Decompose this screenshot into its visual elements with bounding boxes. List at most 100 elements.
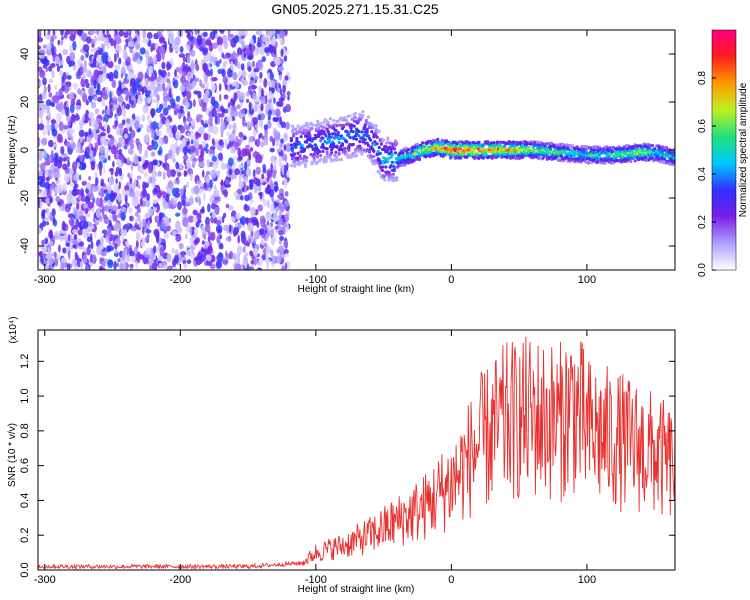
heatmap-cell [380, 165, 385, 169]
heatmap-cell [249, 266, 254, 270]
x-tick-label: 100 [578, 274, 596, 286]
heatmap-cell [321, 149, 325, 153]
heatmap-cell [216, 116, 221, 125]
heatmap-cell [214, 115, 218, 125]
heatmap-cell [147, 220, 151, 228]
heatmap-cell [245, 47, 251, 57]
heatmap-cell [232, 50, 236, 60]
heatmap-cell [165, 118, 171, 128]
heatmap-cell [357, 134, 361, 138]
heatmap-cell [38, 137, 41, 147]
heatmap-cell [55, 154, 59, 163]
heatmap-cell [94, 108, 100, 114]
heatmap-cell [215, 259, 223, 269]
heatmap-cell [69, 44, 73, 53]
heatmap-cell [161, 61, 166, 70]
heatmap-cell [70, 98, 76, 107]
heatmap-cell [56, 65, 61, 72]
heatmap-cell [246, 185, 249, 191]
heatmap-cell [83, 44, 90, 53]
heatmap-cell [231, 81, 236, 87]
heatmap-cell [144, 212, 150, 219]
heatmap-cell [45, 197, 50, 204]
heatmap-cell [215, 224, 223, 234]
heatmap-cell [230, 174, 236, 179]
heatmap-cell [109, 104, 113, 110]
heatmap-cell [47, 83, 51, 93]
heatmap-cell [107, 155, 111, 161]
heatmap-cell [88, 244, 92, 249]
heatmap-cell [327, 140, 331, 144]
heatmap-cell [395, 141, 399, 145]
heatmap-cell [406, 147, 411, 152]
heatmap-cell [45, 99, 52, 107]
heatmap-cell [375, 135, 379, 139]
heatmap-cell [67, 249, 71, 260]
heatmap-cell [58, 88, 63, 98]
heatmap-cell [122, 188, 126, 197]
heatmap-cell [271, 196, 274, 203]
heatmap-cell [268, 211, 272, 221]
heatmap-cell [223, 188, 228, 198]
heatmap-cell [305, 156, 309, 160]
heatmap-cell [278, 245, 285, 255]
heatmap-cell [566, 146, 570, 150]
heatmap-cell [243, 52, 247, 58]
heatmap-cell [170, 169, 176, 178]
heatmap-cell [158, 122, 163, 129]
heatmap-cell [395, 176, 399, 180]
heatmap-cell [555, 143, 559, 147]
top-y-axis-label: Frequency (Hz) [7, 116, 18, 185]
heatmap-cell [201, 169, 205, 178]
heatmap-cell [45, 34, 52, 40]
heatmap-cell [114, 249, 118, 254]
heatmap-cell [50, 102, 56, 108]
heatmap-cell [339, 158, 343, 162]
heatmap-cell [212, 42, 218, 49]
heatmap-cell [66, 141, 71, 149]
heatmap-cell [335, 155, 339, 159]
heatmap-cell [89, 95, 93, 103]
heatmap-cell [240, 30, 247, 36]
heatmap-cell [157, 221, 161, 227]
heatmap-cell [160, 69, 167, 78]
heatmap-cell [111, 234, 116, 239]
heatmap-cell [334, 128, 338, 132]
heatmap-cell [246, 242, 250, 247]
heatmap-cell [384, 165, 388, 169]
heatmap-cell [68, 218, 75, 226]
heatmap-cell [159, 113, 164, 119]
heatmap-cell [41, 210, 46, 220]
heatmap-cell [96, 36, 101, 42]
heatmap-cell [151, 160, 158, 166]
bottom-x-axis: -300 -200 -100 0 100 [34, 330, 596, 586]
heatmap-cell [289, 164, 293, 168]
heatmap-cell [247, 55, 254, 60]
heatmap-cell [183, 121, 187, 130]
heatmap-cell [495, 140, 500, 144]
bottom-x-axis-label: Height of straight line (km) [298, 584, 415, 595]
heatmap-cell [182, 81, 189, 87]
heatmap-cell [162, 107, 169, 116]
heatmap-cell [60, 146, 65, 155]
heatmap-cell [61, 36, 64, 41]
heatmap-cell [220, 123, 225, 133]
heatmap-cell [123, 30, 129, 39]
heatmap-cell [226, 224, 229, 234]
heatmap-cell [392, 168, 396, 172]
heatmap-cell [142, 188, 148, 198]
heatmap-cell [296, 156, 300, 160]
heatmap-cell [105, 192, 109, 201]
heatmap-cell [46, 221, 49, 226]
heatmap-cell [96, 30, 99, 36]
chart-title: GN05.2025.271.15.31.C25 [271, 1, 439, 17]
heatmap-cell [253, 256, 257, 266]
colorbar-label: Normalized spectral amplitude [738, 82, 749, 217]
heatmap-cell [248, 136, 254, 143]
heatmap-cell [208, 150, 215, 155]
heatmap-cell [237, 61, 241, 70]
heatmap-cell [202, 31, 208, 37]
heatmap-cell [223, 94, 229, 100]
heatmap-cell [38, 163, 41, 168]
heatmap-cell [113, 183, 119, 193]
